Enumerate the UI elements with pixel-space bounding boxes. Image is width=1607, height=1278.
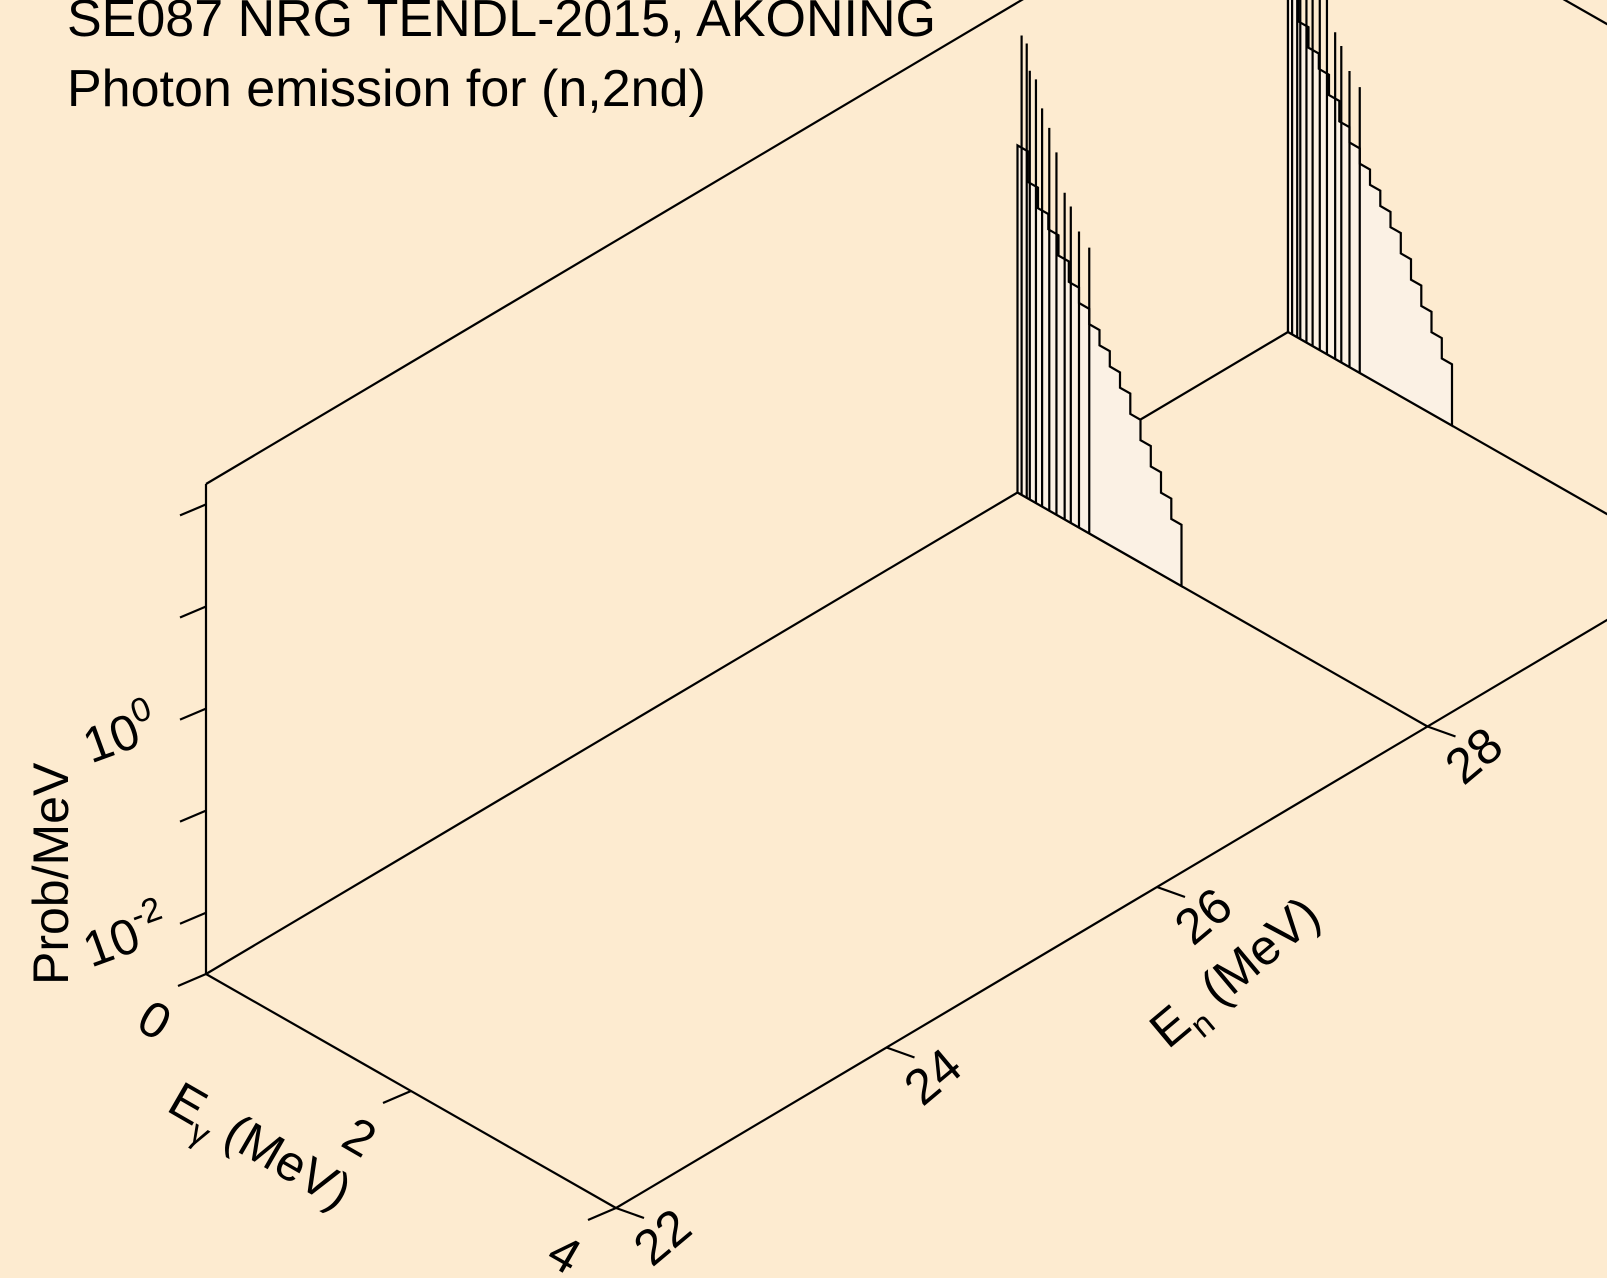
eg-tick-0 [177, 972, 207, 988]
eg-axis-title: Eγ (MeV) [154, 1071, 361, 1229]
z-tick-label-0: 100 [73, 689, 165, 774]
series-en-28 [1016, 35, 1429, 728]
z-tick-1 [179, 605, 207, 619]
series-layer [1016, 0, 1607, 728]
z-tick-0 [179, 707, 207, 721]
en-tick-24 [886, 1046, 915, 1059]
continuum-histogram [1016, 143, 1183, 588]
z-tick--1 [179, 809, 207, 823]
en-tick-22 [615, 1206, 645, 1220]
series-en-30 [1286, 0, 1607, 516]
axes-frame [204, 0, 1607, 1209]
z-axis-title: Prob/MeV [23, 762, 79, 985]
back-wall-top [205, 0, 1024, 485]
continuum-histogram [1286, 0, 1454, 428]
chart-subtitle: Photon emission for (n,2nd) [67, 60, 706, 118]
en-tick-label-28: 28 [1435, 716, 1514, 795]
eg-tick-label-4: 4 [539, 1223, 591, 1278]
eg-tick-2 [382, 1089, 412, 1105]
eg-tick-label-0: 0 [129, 989, 181, 1051]
en-tick-28 [1427, 725, 1456, 738]
en-axis-line [615, 618, 1607, 1209]
tick-layer [177, 503, 1456, 1222]
chart-title: SE087 NRG TENDL-2015, AKONING [67, 0, 936, 48]
en-tick-label-22: 22 [623, 1198, 702, 1277]
eg-tick-4 [587, 1206, 617, 1222]
en-tick-label-24: 24 [894, 1037, 973, 1116]
en-tick-26 [1156, 885, 1186, 899]
z-tick-2 [179, 503, 207, 517]
z-tick--2 [179, 911, 207, 925]
z-tick-label--2: 10-2 [73, 890, 175, 979]
